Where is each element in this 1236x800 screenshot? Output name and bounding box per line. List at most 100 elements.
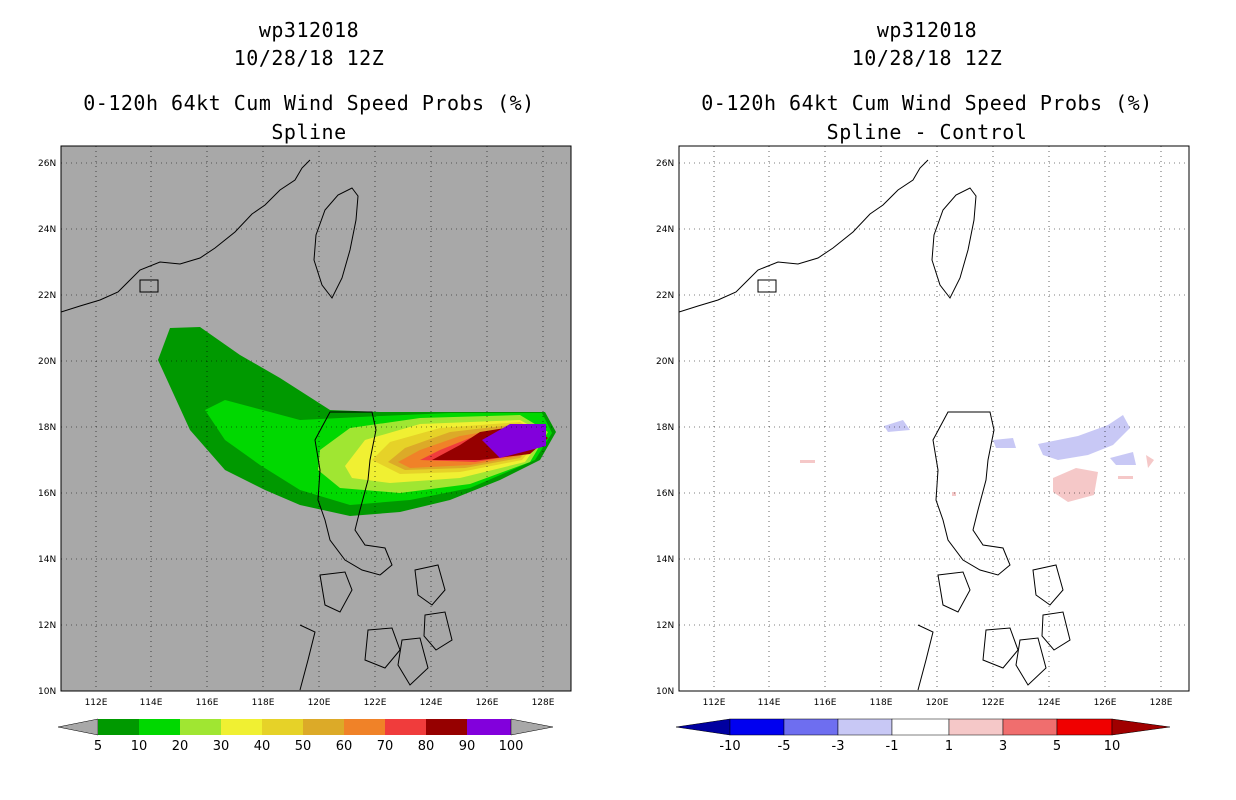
- colorbar-label: 60: [336, 739, 353, 754]
- lon-label: 112E: [703, 698, 726, 708]
- colorbar-segment: [262, 719, 303, 735]
- lon-label: 122E: [982, 698, 1005, 708]
- lat-label: 14N: [38, 555, 56, 565]
- diff-positive-area: [800, 460, 815, 463]
- colorbar-segment: [385, 719, 426, 735]
- lat-tick-labels: 10N 12N 14N 16N 18N 20N 22N 24N 26N: [38, 159, 56, 697]
- colorbar-label: 70: [377, 739, 394, 754]
- palawan-island: [917, 624, 934, 691]
- lat-label: 16N: [656, 489, 674, 499]
- luzon-island: [314, 411, 393, 576]
- lon-label: 122E: [364, 698, 387, 708]
- colorbar-segment: [180, 719, 221, 735]
- coastlines: [679, 159, 1071, 691]
- colorbar-label: -10: [719, 739, 740, 754]
- lon-label: 128E: [532, 698, 555, 708]
- colorbar-segment: [891, 718, 950, 736]
- negros-island: [397, 637, 429, 686]
- lat-label: 20N: [656, 357, 674, 367]
- lon-label: 128E: [1150, 698, 1173, 708]
- palawan-island: [299, 624, 316, 691]
- probability-contours: [158, 327, 556, 516]
- colorbar-label: 3: [999, 739, 1007, 754]
- samar-island: [414, 564, 446, 606]
- lon-label: 116E: [196, 698, 219, 708]
- lon-tick-labels: 112E 114E 116E 118E 120E 122E 124E 126E …: [703, 698, 1173, 708]
- lon-label: 120E: [926, 698, 949, 708]
- colorbar-segment: [344, 719, 385, 735]
- panay-island: [982, 627, 1019, 669]
- leyte-island: [1041, 611, 1071, 651]
- colorbar-low-arrow: [675, 718, 731, 736]
- method-title: Spline - Control: [826, 120, 1028, 144]
- lat-label: 14N: [656, 555, 674, 565]
- colorbar-segment: [467, 719, 511, 735]
- diff-negative-area: [884, 420, 910, 432]
- colorbar-label: 10: [1104, 739, 1121, 754]
- lat-label: 18N: [656, 423, 674, 433]
- diff-negative-area: [1110, 452, 1136, 465]
- colorbar-segment: [1056, 718, 1113, 736]
- colorbar-label: -1: [886, 739, 899, 754]
- coastlines: [61, 159, 453, 691]
- lon-label: 126E: [476, 698, 499, 708]
- storm-id-title: wp312018: [258, 18, 360, 42]
- difference-colorbar: -10 -5 -3 -1 1 3 5 10: [675, 718, 1171, 754]
- lon-label: 116E: [814, 698, 837, 708]
- colorbar-label: -5: [778, 739, 791, 754]
- colorbar-segment: [139, 719, 180, 735]
- diff-positive-area: [1118, 476, 1133, 479]
- diff-positive-area: [1053, 468, 1098, 502]
- diff-negative-area: [1038, 415, 1130, 460]
- diff-positive-area: [952, 492, 956, 496]
- panay-island: [364, 627, 401, 669]
- colorbar-label: 5: [94, 739, 102, 754]
- method-title: Spline: [271, 120, 347, 144]
- map-frame: [678, 145, 1190, 692]
- colorbar-label: 20: [172, 739, 189, 754]
- lat-label: 26N: [656, 159, 674, 169]
- lat-label: 18N: [38, 423, 56, 433]
- lat-label: 20N: [38, 357, 56, 367]
- lon-label: 112E: [85, 698, 108, 708]
- lat-label: 12N: [38, 621, 56, 631]
- luzon-island: [932, 411, 1011, 576]
- colorbar-segment: [426, 719, 467, 735]
- lat-label: 24N: [656, 225, 674, 235]
- colorbar-segment: [729, 718, 785, 736]
- mindoro-island: [937, 571, 971, 613]
- colorbar-label: 100: [499, 739, 524, 754]
- product-title: 0-120h 64kt Cum Wind Speed Probs (%): [83, 91, 535, 115]
- left-map-panel: wp312018 10/28/18 12Z 0-120h 64kt Cum Wi…: [38, 18, 572, 754]
- colorbar-segment: [837, 718, 893, 736]
- lat-tick-labels: 10N 12N 14N 16N 18N 20N 22N 24N 26N: [656, 159, 674, 697]
- colorbar-segment: [948, 718, 1004, 736]
- lat-label: 12N: [656, 621, 674, 631]
- lat-label: 22N: [38, 291, 56, 301]
- colorbar-segment: [1002, 718, 1058, 736]
- lon-label: 120E: [308, 698, 331, 708]
- diff-positive-area: [1146, 455, 1154, 468]
- colorbar-label: 50: [295, 739, 312, 754]
- lon-label: 118E: [870, 698, 893, 708]
- left-map-svg: 10N 12N 14N 16N 18N 20N 22N 24N 26N 112E…: [38, 145, 572, 754]
- lat-label: 16N: [38, 489, 56, 499]
- map-frame: [60, 145, 572, 692]
- taiwan-island: [931, 187, 977, 299]
- colorbar-high-arrow: [1111, 718, 1171, 736]
- product-title: 0-120h 64kt Cum Wind Speed Probs (%): [701, 91, 1153, 115]
- colorbar-segment: [98, 719, 139, 735]
- colorbar-segment: [221, 719, 262, 735]
- lon-label: 118E: [252, 698, 275, 708]
- lon-label: 124E: [420, 698, 443, 708]
- prob-90-contour: [482, 424, 546, 458]
- colorbar-segment: [783, 718, 839, 736]
- leyte-island: [423, 611, 453, 651]
- lon-label: 124E: [1038, 698, 1061, 708]
- samar-island: [1032, 564, 1064, 606]
- date-time-title: 10/28/18 12Z: [851, 46, 1003, 70]
- mindoro-island: [319, 571, 353, 613]
- hainan-hk-box: [757, 279, 777, 293]
- diff-negative-area: [993, 438, 1016, 448]
- china-coast: [61, 159, 311, 313]
